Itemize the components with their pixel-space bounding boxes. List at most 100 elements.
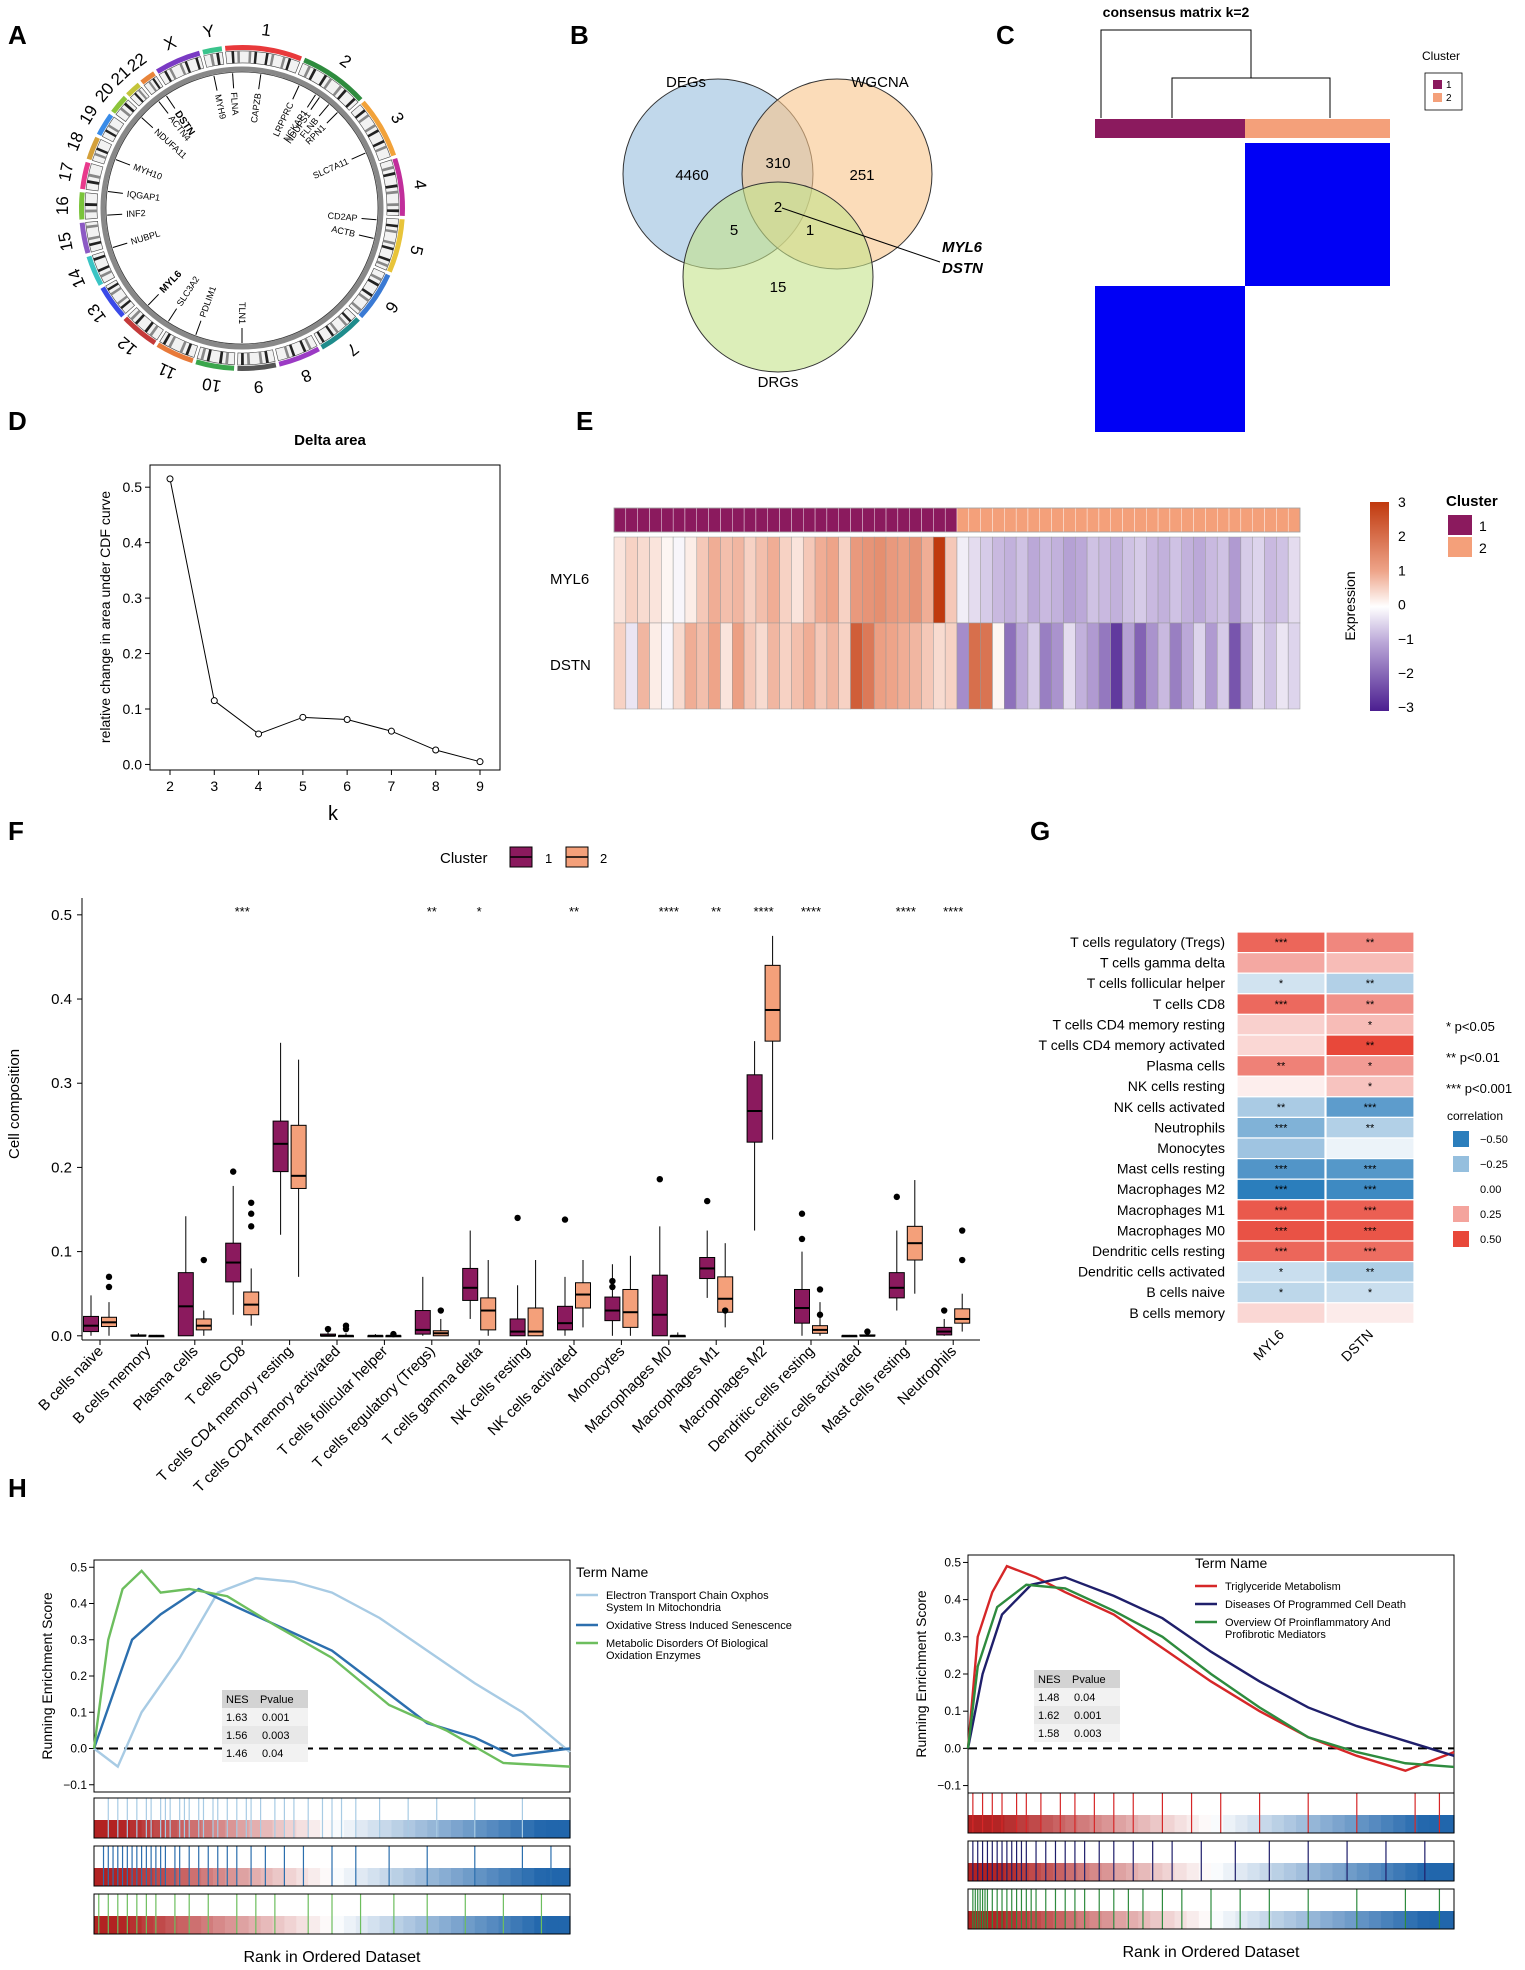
nes-header: NES <box>226 1694 249 1706</box>
heatmap-cell-myl6 <box>1027 536 1041 624</box>
rank-heat-cell <box>1101 1911 1115 1929</box>
rank-heat-cell <box>94 1868 107 1886</box>
rank-heat-cell <box>1405 1815 1419 1833</box>
rank-heat-cell <box>1028 1863 1042 1881</box>
rank-heat-cell <box>1344 1911 1358 1929</box>
heatmap-cell-dstn <box>779 622 792 710</box>
box-outlier <box>798 1235 806 1243</box>
x-tick-label: 3 <box>210 778 218 794</box>
gene-link-line <box>232 73 235 89</box>
heatmap-cell-myl6 <box>944 536 958 624</box>
nes-value: 1.62 <box>1038 1710 1059 1722</box>
enrichment-curve <box>93 1576 571 1769</box>
cluster-annotation-cell <box>767 507 780 533</box>
heatmap-cell-myl6 <box>814 536 828 624</box>
rank-heat-cell <box>474 1868 488 1886</box>
rank-heat-cell <box>1186 1815 1200 1833</box>
chromosome-band <box>386 190 399 195</box>
data-point <box>255 730 263 738</box>
gene-link-line <box>112 242 128 248</box>
rank-heat-cell <box>1417 1863 1431 1881</box>
cluster-annotation-cell <box>649 507 662 533</box>
circos-plot: 12345678910111213141516171819202122XYCAP… <box>53 20 430 397</box>
chromosome-ideogram <box>158 56 205 86</box>
chromosome-band <box>179 63 187 76</box>
rank-heat-cell <box>486 1868 500 1886</box>
row-label: T cells CD4 memory resting <box>1053 1016 1225 1032</box>
significance-legend-text: *** p<0.001 <box>1446 1081 1512 1096</box>
venn-set-label-wgcna: WGCNA <box>851 74 909 91</box>
rank-heat-cell <box>1138 1863 1151 1881</box>
enrichment-curve <box>966 1564 1455 1772</box>
heatmap-cell-myl6 <box>862 536 875 624</box>
cluster-annotation-cell <box>1004 507 1017 533</box>
rank-heat-cell <box>462 1916 476 1934</box>
heatmap-cell-dstn <box>1122 622 1135 710</box>
chromosome-band <box>184 61 192 74</box>
gene-link-line <box>310 97 320 110</box>
significance-label: *** <box>235 904 250 919</box>
chromosome-band <box>123 102 135 113</box>
consensus-dendrogram <box>1100 29 1331 118</box>
chromosome-band <box>354 109 366 119</box>
gene-link-line <box>107 191 123 194</box>
heatmap-cell-dstn <box>649 622 662 710</box>
chromosome-band <box>329 322 339 334</box>
circos-inner-ring <box>100 66 384 350</box>
rank-heat-cell <box>224 1820 238 1838</box>
correlation-cell-dstn <box>1325 1302 1415 1325</box>
chromosome-label: X <box>161 33 179 55</box>
chromosome-color-arc <box>387 219 405 273</box>
gsea-legend-label: Profibrotic Mediators <box>1225 1629 1326 1641</box>
cluster-annotation-frame <box>613 507 1301 533</box>
rank-heat-cell <box>213 1916 226 1934</box>
consensus-title: consensus matrix k=2 <box>1103 4 1250 20</box>
chromosome-color-arc <box>100 286 125 318</box>
chromosome-color-arc <box>237 362 277 371</box>
heatmap-cell-dstn <box>933 622 946 710</box>
heatmap-cell-myl6 <box>933 536 946 624</box>
chromosome-band <box>241 352 244 365</box>
rank-heat-cell <box>1125 1911 1139 1929</box>
rank-heat-cell <box>1125 1863 1139 1881</box>
row-label: T cells regulatory (Tregs) <box>1070 934 1225 950</box>
gene-label: ACTB <box>331 224 357 239</box>
y-tick-label: 0.2 <box>51 1159 72 1176</box>
correlation-cell-myl6 <box>1236 951 1326 974</box>
significance-label: ** <box>1366 937 1375 949</box>
box-body <box>651 1274 668 1337</box>
rank-heat-cell <box>260 1820 274 1838</box>
category-label: Macrophages M2 <box>676 1343 770 1437</box>
chromosome-color-arc <box>278 346 320 367</box>
rank-heat-cell <box>1344 1815 1358 1833</box>
heatmap-cell-myl6 <box>1157 536 1171 624</box>
y-tick-label: 0.4 <box>70 1597 87 1611</box>
heatmap-cell-myl6 <box>1063 536 1076 624</box>
gsea-ylabel: Running Enrichment Score <box>913 1590 929 1758</box>
rank-heat-cell <box>427 1820 440 1838</box>
heatmap-cell-myl6 <box>649 536 662 624</box>
box-body <box>243 1291 260 1316</box>
cluster-annotation-cell <box>862 507 875 533</box>
box-body <box>888 1272 905 1299</box>
cluster-annotation-cell <box>838 507 851 533</box>
box-outlier <box>200 1256 207 1264</box>
cluster-annotation-cell <box>720 507 733 533</box>
box-body <box>794 1288 810 1324</box>
heatmap-cell-dstn <box>1134 622 1147 710</box>
chromosome-band <box>264 52 269 66</box>
chromosome-band <box>96 147 109 155</box>
rank-heat-cell <box>379 1868 393 1886</box>
rank-heat-cell <box>498 1820 512 1838</box>
x-tick-label: 8 <box>432 778 440 794</box>
boxplot-yticks: 0.0 0.1 0.2 0.3 0.4 0.5 <box>51 907 82 1345</box>
chromosome-band <box>374 145 388 153</box>
cluster-annotation-cell <box>1051 507 1064 533</box>
heatmap-cell-dstn <box>767 622 780 710</box>
data-point <box>432 746 440 754</box>
heatmap-cell-dstn <box>1110 622 1123 710</box>
significance-label: * <box>1279 978 1284 990</box>
rank-heat-cell <box>1344 1863 1358 1881</box>
box-body <box>509 1318 526 1337</box>
chromosome-color-arc <box>96 113 114 136</box>
